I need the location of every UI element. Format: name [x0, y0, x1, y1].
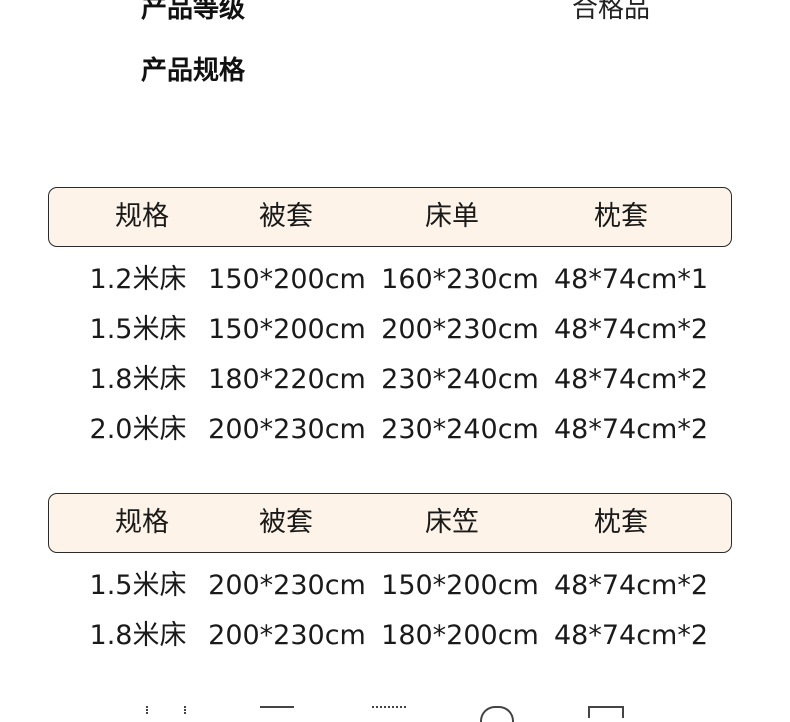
header-cell: 被套: [259, 201, 313, 232]
table-cell: 150*200cm: [208, 264, 366, 295]
table-cell: 1.8米床: [89, 364, 187, 395]
partial-icon-2: [260, 706, 294, 716]
table-cell: 48*74cm*1: [553, 264, 709, 295]
table-cell: 48*74cm*2: [553, 414, 709, 445]
table-row: 1.5米床 150*200cm 200*230cm 48*74cm*2: [0, 310, 790, 350]
header-cell: 枕套: [594, 507, 648, 538]
header-cell: 床笠: [425, 507, 479, 538]
table-cell: 2.0米床: [89, 414, 187, 445]
table-header: 规格 被套 床笠 枕套: [48, 493, 732, 553]
table-row: 2.0米床 200*230cm 230*240cm 48*74cm*2: [0, 410, 790, 450]
partial-icon-1: [146, 706, 186, 714]
table-row: 1.8米床 180*220cm 230*240cm 48*74cm*2: [0, 360, 790, 400]
header-cell: 被套: [259, 507, 313, 538]
table-cell: 150*200cm: [381, 570, 539, 601]
header-cell: 枕套: [594, 201, 648, 232]
table-cell: 200*230cm: [208, 620, 366, 651]
partial-icon-5: [588, 706, 624, 718]
care-icons-row: [0, 700, 790, 722]
table-cell: 180*220cm: [208, 364, 366, 395]
table-cell: 200*230cm: [208, 414, 366, 445]
table-cell: 200*230cm: [381, 314, 539, 345]
table-cell: 160*230cm: [381, 264, 539, 295]
partial-icon-3: [372, 706, 406, 716]
table-row: 1.8米床 200*230cm 180*200cm 48*74cm*2: [0, 616, 790, 656]
header-cell: 规格: [115, 201, 169, 232]
table-cell: 48*74cm*2: [553, 620, 709, 651]
table-cell: 1.5米床: [89, 314, 187, 345]
table-cell: 230*240cm: [381, 414, 539, 445]
header-cell: 规格: [115, 507, 169, 538]
table-cell: 1.2米床: [89, 264, 187, 295]
header-cell: 床单: [425, 201, 479, 232]
product-spec-label: 产品规格: [141, 56, 246, 86]
table-header: 规格 被套 床单 枕套: [48, 187, 732, 247]
table-cell: 180*200cm: [381, 620, 539, 651]
product-grade-value: 合格品: [572, 0, 651, 24]
table-cell: 150*200cm: [208, 314, 366, 345]
table-cell: 230*240cm: [381, 364, 539, 395]
table-cell: 1.5米床: [89, 570, 187, 601]
table-cell: 48*74cm*2: [553, 364, 709, 395]
table-cell: 48*74cm*2: [553, 570, 709, 601]
partial-icon-4: [480, 706, 514, 722]
table-cell: 48*74cm*2: [553, 314, 709, 345]
table-row: 1.5米床 200*230cm 150*200cm 48*74cm*2: [0, 566, 790, 606]
product-grade-label: 产品等级: [141, 0, 246, 24]
table-cell: 1.8米床: [89, 620, 187, 651]
table-cell: 200*230cm: [208, 570, 366, 601]
table-row: 1.2米床 150*200cm 160*230cm 48*74cm*1: [0, 260, 790, 300]
